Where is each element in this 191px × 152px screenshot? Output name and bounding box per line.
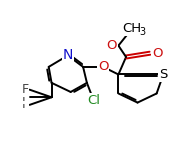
Text: F: F	[22, 91, 29, 104]
Text: O: O	[152, 47, 163, 60]
Text: S: S	[159, 68, 168, 81]
Text: O: O	[106, 39, 117, 52]
Text: F: F	[22, 83, 29, 96]
Text: N: N	[63, 48, 73, 62]
Text: Cl: Cl	[87, 94, 100, 107]
Text: 3: 3	[139, 27, 145, 37]
Text: CH: CH	[122, 22, 141, 35]
Text: O: O	[98, 60, 108, 73]
Text: F: F	[22, 98, 29, 111]
